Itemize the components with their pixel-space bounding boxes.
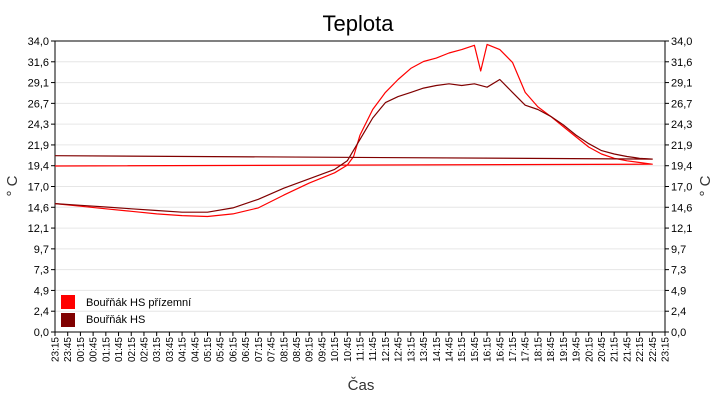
y-axis-label-right: ° C (697, 175, 714, 196)
y-tick-label: 29,1 (28, 78, 49, 90)
x-tick-label: 03:15 (152, 337, 163, 362)
y-tick-label: 24,3 (28, 119, 49, 131)
y-axis-right: 0,0 2,4 4,9 7,3 9,7 12,1 14,6 17,0 19,4 21,9 24,3 2… (665, 36, 692, 339)
x-tick-label: 11:45 (368, 337, 379, 362)
x-tick-label: 00:45 (89, 337, 100, 362)
series-lines (54, 43, 653, 218)
y-tick-label: 26,7 (28, 98, 49, 110)
y-tick-label: 21,9 (671, 140, 692, 152)
x-tick-label: 12:45 (394, 337, 405, 362)
y-tick-label: 34,0 (28, 36, 49, 48)
y-tick-label: 19,4 (28, 161, 49, 173)
series-line-1 (54, 43, 653, 218)
x-tick-label: 05:45 (216, 337, 227, 362)
x-tick-label: 04:45 (190, 337, 201, 362)
y-tick-label: 4,9 (34, 285, 49, 297)
y-tick-label: 14,6 (28, 202, 49, 214)
legend: Bouřňák HS přízemní Bouřňák HS (61, 295, 191, 327)
y-tick-label: 9,7 (671, 244, 686, 256)
y-tick-label: 12,1 (671, 223, 692, 235)
y-tick-label: 9,7 (34, 244, 49, 256)
x-tick-label: 07:15 (254, 337, 265, 362)
legend-label-series-1: Bouřňák HS přízemní (86, 297, 191, 309)
x-tick-label: 16:15 (483, 337, 494, 362)
y-tick-label: 7,3 (671, 265, 686, 277)
x-tick-label: 04:15 (178, 337, 189, 362)
y-tick-label: 2,4 (671, 306, 686, 318)
x-tick-label: 00:15 (76, 337, 87, 362)
x-tick-label: 20:45 (597, 337, 608, 362)
y-tick-label: 17,0 (671, 182, 692, 194)
y-tick-label: 17,0 (28, 182, 49, 194)
x-tick-label: 10:45 (343, 337, 354, 362)
x-tick-label: 14:15 (432, 337, 443, 362)
x-tick-label: 02:45 (139, 337, 150, 362)
y-tick-label: 31,6 (28, 57, 49, 69)
y-tick-label: 19,4 (671, 161, 692, 173)
series-line-2 (54, 78, 653, 213)
x-tick-label: 03:45 (165, 337, 176, 362)
x-axis-label: Čas (348, 377, 375, 394)
x-tick-label: 22:45 (648, 337, 659, 362)
x-tick-label: 23:45 (63, 337, 74, 362)
x-tick-label: 15:15 (457, 337, 468, 362)
x-tick-label: 09:45 (317, 337, 328, 362)
x-axis: 23:15 23:45 00:15 00:45 01:15 01:45 02:15 02:45… (51, 332, 672, 362)
y-tick-label: 29,1 (671, 78, 692, 90)
y-tick-label: 21,9 (28, 140, 49, 152)
y-tick-label: 34,0 (671, 36, 692, 48)
y-tick-label: 31,6 (671, 57, 692, 69)
y-tick-label: 4,9 (671, 285, 686, 297)
x-tick-label: 17:45 (521, 337, 532, 362)
x-tick-label: 09:15 (305, 337, 316, 362)
x-tick-label: 21:45 (622, 337, 633, 362)
legend-swatch-series-2 (61, 313, 75, 327)
y-axis-left: 0,0 2,4 4,9 7,3 9,7 12,1 14,6 17,0 19,4 21,9 24,3 2… (28, 36, 55, 339)
y-tick-label: 7,3 (34, 265, 49, 277)
x-tick-label: 02:15 (127, 337, 138, 362)
x-tick-label: 13:15 (406, 337, 417, 362)
legend-label-series-2: Bouřňák HS (86, 314, 145, 326)
y-tick-label: 14,6 (671, 202, 692, 214)
x-tick-label: 18:15 (533, 337, 544, 362)
x-tick-label: 21:15 (610, 337, 621, 362)
legend-swatch-series-1 (61, 295, 75, 309)
x-tick-label: 12:15 (381, 337, 392, 362)
y-tick-label: 24,3 (671, 119, 692, 131)
x-tick-label: 11:15 (356, 337, 367, 362)
x-tick-label: 08:45 (292, 337, 303, 362)
x-tick-label: 01:45 (114, 337, 125, 362)
x-tick-label: 19:15 (559, 337, 570, 362)
x-tick-label: 19:45 (572, 337, 583, 362)
x-tick-label: 08:15 (279, 337, 290, 362)
x-tick-label: 13:45 (419, 337, 430, 362)
x-tick-label: 07:45 (267, 337, 278, 362)
y-tick-label: 26,7 (671, 98, 692, 110)
y-axis-label-left: ° C (4, 175, 21, 196)
chart-title: Teplota (323, 11, 395, 36)
y-tick-label: 2,4 (34, 306, 49, 318)
y-tick-label: 12,1 (28, 223, 49, 235)
x-tick-label: 22:15 (635, 337, 646, 362)
x-tick-label: 18:45 (546, 337, 557, 362)
x-tick-label: 01:15 (101, 337, 112, 362)
grid-lines (55, 61, 665, 312)
x-tick-label: 15:45 (470, 337, 481, 362)
x-tick-label: 16:45 (495, 337, 506, 362)
x-tick-label: 06:15 (228, 337, 239, 362)
y-tick-label: 0,0 (34, 327, 49, 339)
x-tick-label: 05:15 (203, 337, 214, 362)
x-tick-label: 20:15 (584, 337, 595, 362)
x-tick-label: 17:15 (508, 337, 519, 362)
x-tick-label: 14:45 (444, 337, 455, 362)
x-tick-label: 23:15 (51, 337, 62, 362)
x-tick-label: 06:45 (241, 337, 252, 362)
x-tick-label: 10:15 (330, 337, 341, 362)
x-tick-label: 23:15 (661, 337, 672, 362)
y-tick-label: 0,0 (671, 327, 686, 339)
